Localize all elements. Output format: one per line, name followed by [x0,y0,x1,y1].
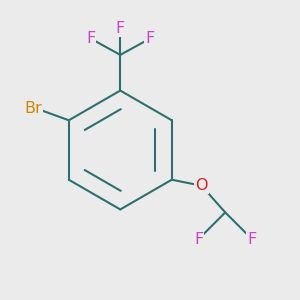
Text: F: F [116,21,125,36]
Text: O: O [195,178,208,193]
Text: Br: Br [24,101,42,116]
Text: F: F [146,31,154,46]
Text: F: F [86,31,95,46]
Text: F: F [194,232,203,247]
Text: F: F [248,232,256,247]
